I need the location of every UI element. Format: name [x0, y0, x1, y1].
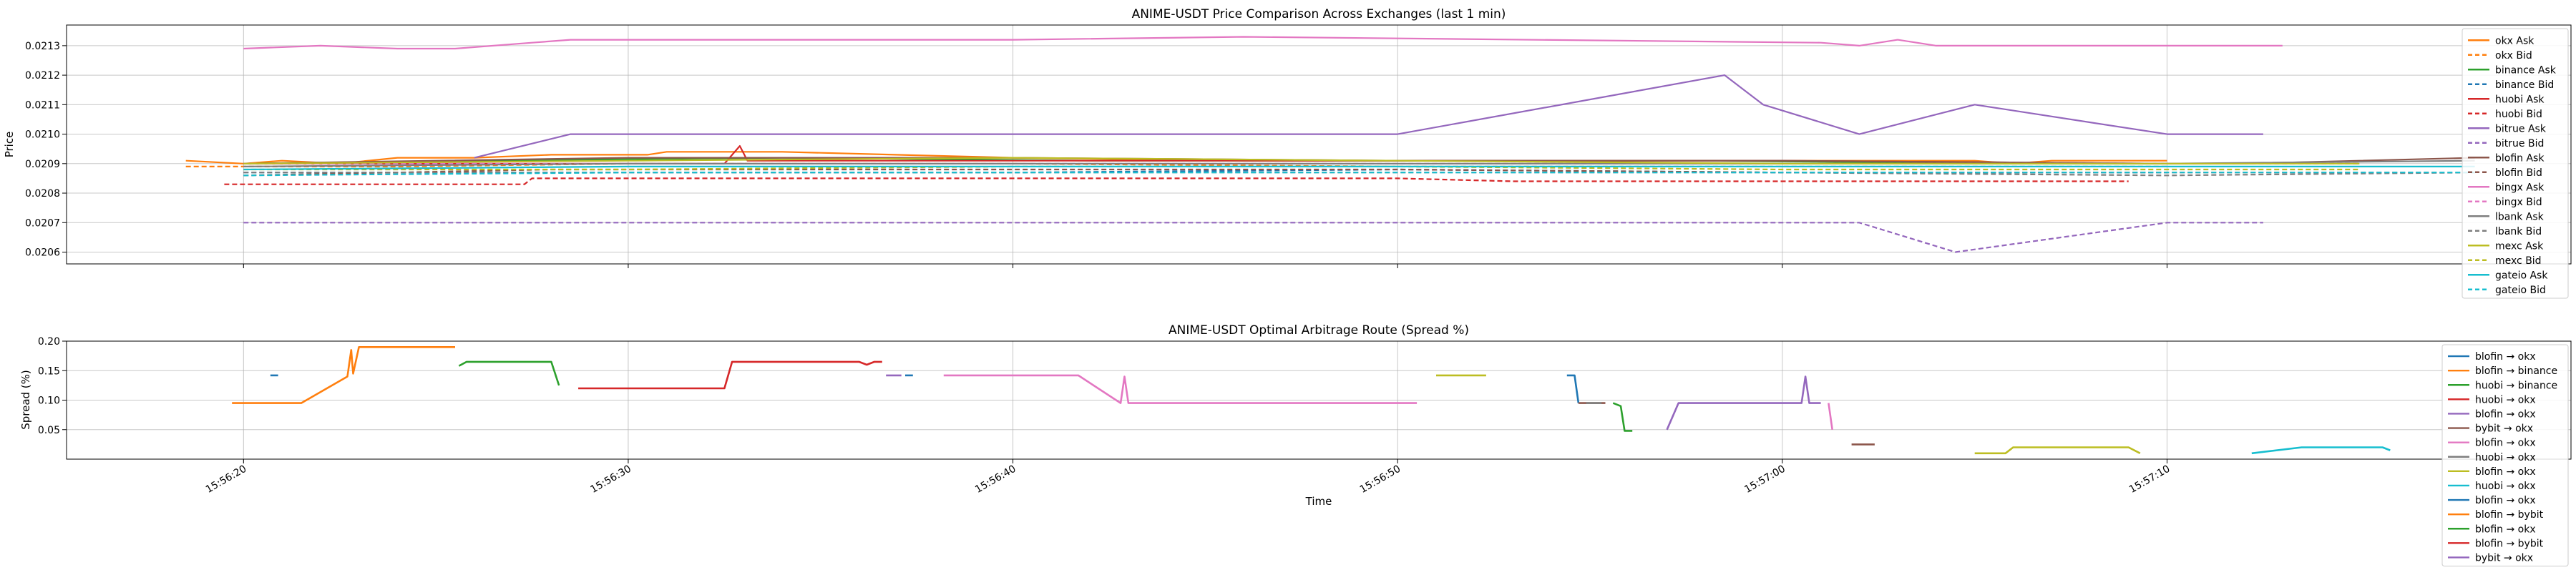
price-legend-label: lbank Ask — [2495, 211, 2545, 222]
spread-series-line — [578, 360, 882, 390]
spread-chart-series — [232, 345, 2391, 455]
price-chart-frame — [66, 24, 2572, 265]
spread-legend-label: huobi → okx — [2475, 481, 2536, 492]
price-legend-label: okx Ask — [2495, 35, 2534, 46]
price-legend-label: huobi Ask — [2495, 94, 2545, 105]
spread-legend-label: blofin → okx — [2475, 524, 2536, 535]
spread-legend-label: blofin → okx — [2475, 351, 2536, 363]
spread-series-line — [943, 374, 1418, 404]
price-legend-label: bitrue Ask — [2495, 123, 2547, 134]
spread-chart-title: ANIME-USDT Optimal Arbitrage Route (Spre… — [1169, 323, 1469, 338]
spread-y-tick-label: 0.05 — [38, 425, 60, 436]
price-legend-label: binance Bid — [2495, 79, 2554, 91]
price-series-line — [243, 168, 2167, 174]
spread-y-tick-label: 0.15 — [38, 365, 60, 377]
spread-series-line — [458, 360, 560, 386]
spread-legend-label: blofin → okx — [2475, 466, 2536, 478]
spread-chart-y-axis-label: Spread (%) — [19, 370, 32, 430]
spread-chart-legend: blofin → okx blofin → binance huobi → bina… — [2441, 344, 2569, 566]
price-series-line — [243, 36, 2283, 50]
price-y-tick-label: 0.0210 — [25, 129, 60, 141]
spread-y-tick-label: 0.10 — [38, 395, 60, 407]
spread-series-line — [1974, 446, 2141, 455]
spread-legend-label: blofin → okx — [2475, 408, 2536, 420]
spread-legend-label: huobi → okx — [2475, 394, 2536, 406]
price-legend-label: bingx Bid — [2495, 197, 2542, 208]
price-chart-legend: okx Ask okx Bid binance Ask binance Bid huob… — [2462, 28, 2569, 299]
price-series-line — [243, 172, 2475, 177]
price-y-tick-label: 0.0208 — [25, 188, 60, 200]
spread-legend-label: blofin → okx — [2475, 495, 2536, 506]
price-legend-label: lbank Bid — [2495, 226, 2542, 237]
price-legend-label: binance Ask — [2495, 64, 2557, 76]
price-legend-label: mexc Ask — [2495, 240, 2544, 252]
spread-legend-label: blofin → okx — [2475, 438, 2536, 449]
price-legend-box — [2462, 28, 2569, 299]
price-chart-series — [185, 36, 2475, 253]
spread-series-line — [1666, 375, 1821, 431]
price-chart-title: ANIME-USDT Price Comparison Across Excha… — [1132, 7, 1506, 21]
price-legend-label: bingx Ask — [2495, 182, 2545, 193]
price-y-tick-label: 0.0207 — [25, 217, 60, 229]
price-chart: ANIME-USDT Price Comparison Across Excha… — [3, 7, 2572, 299]
price-series-line — [474, 74, 2263, 159]
spread-legend-label: bybit → okx — [2475, 423, 2533, 435]
spread-legend-label: bybit → okx — [2475, 552, 2533, 564]
spread-series-line — [232, 345, 455, 404]
price-chart-y-ticks: 0.0206 0.0207 0.0208 0.0209 0.0210 0.0211 0.02… — [25, 41, 67, 259]
price-legend-label: huobi Bid — [2495, 109, 2542, 120]
spread-y-tick-label: 0.20 — [38, 336, 60, 348]
price-series-line — [243, 157, 2360, 164]
spread-series-line — [1566, 374, 1580, 403]
price-legend-label: blofin Ask — [2495, 152, 2545, 164]
spread-chart-frame — [66, 340, 2572, 460]
price-legend-label: gateio Ask — [2495, 270, 2548, 281]
price-series-line — [243, 165, 2475, 171]
price-legend-label: bitrue Bid — [2495, 138, 2544, 149]
price-legend-label: mexc Bid — [2495, 255, 2542, 267]
price-series-line — [224, 177, 2129, 185]
spread-legend-label: blofin → binance — [2475, 365, 2557, 377]
spread-series-line — [2251, 446, 2391, 455]
price-legend-label: gateio Bid — [2495, 285, 2546, 296]
spread-chart-y-ticks: 0.05 0.10 0.15 0.20 — [38, 336, 67, 436]
spread-legend-label: blofin → bybit — [2475, 538, 2544, 549]
spread-legend-label: huobi → binance — [2475, 380, 2557, 391]
price-legend-label: okx Bid — [2495, 50, 2532, 62]
price-y-tick-label: 0.0209 — [25, 159, 60, 170]
price-y-tick-label: 0.0213 — [25, 41, 60, 52]
spread-series-line — [1612, 402, 1633, 432]
spread-legend-box — [2441, 344, 2569, 566]
spread-series-line — [1828, 403, 1833, 430]
spread-legend-label: huobi → okx — [2475, 452, 2536, 463]
spread-chart-x-axis-label: Time — [1305, 495, 1332, 508]
price-series-line — [243, 222, 2263, 253]
spread-legend-label: blofin → bybit — [2475, 509, 2544, 521]
price-chart-y-axis-label: Price — [3, 132, 16, 158]
price-y-tick-label: 0.0212 — [25, 70, 60, 82]
price-legend-label: blofin Bid — [2495, 167, 2542, 179]
price-y-tick-label: 0.0211 — [25, 99, 60, 111]
price-y-tick-label: 0.0206 — [25, 247, 60, 259]
